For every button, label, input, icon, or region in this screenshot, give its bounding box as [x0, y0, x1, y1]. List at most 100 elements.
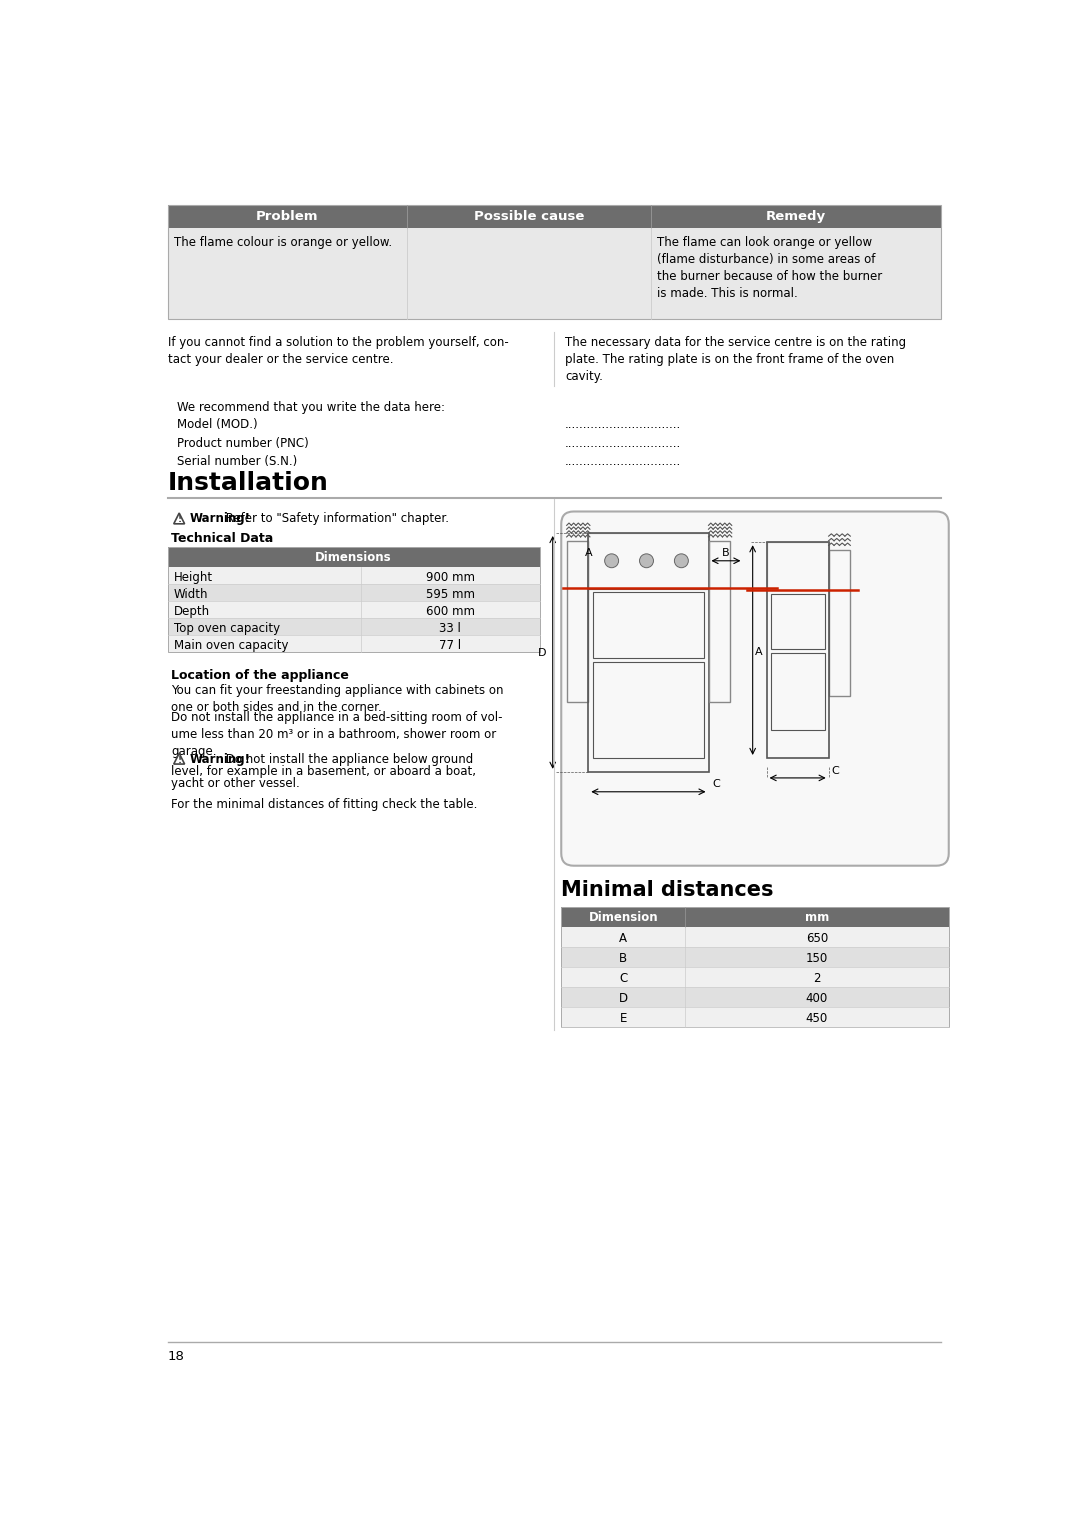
Bar — [770, 593, 825, 650]
Text: 450: 450 — [806, 1012, 828, 1024]
Text: B: B — [619, 953, 627, 965]
Text: B: B — [723, 549, 730, 558]
Text: The flame can look orange or yellow
(flame disturbance) in some areas of
the bur: The flame can look orange or yellow (fla… — [657, 235, 882, 300]
Text: Installation: Installation — [167, 471, 328, 495]
Bar — [167, 618, 540, 635]
Bar — [167, 584, 540, 601]
Text: Remedy: Remedy — [766, 211, 826, 223]
Text: Minimal distances: Minimal distances — [562, 879, 773, 899]
Text: !: ! — [177, 515, 181, 524]
Bar — [167, 567, 540, 584]
Text: Problem: Problem — [256, 211, 319, 223]
Text: We recommend that you write the data here:: We recommend that you write the data her… — [177, 402, 445, 414]
Bar — [770, 593, 825, 650]
Bar — [767, 543, 828, 590]
Text: A: A — [584, 549, 592, 558]
Text: 77 l: 77 l — [440, 639, 461, 651]
Text: Main oven capacity: Main oven capacity — [174, 639, 288, 651]
Text: ...............................: ............................... — [565, 456, 681, 468]
Text: 650: 650 — [806, 931, 828, 945]
Text: C: C — [713, 780, 720, 789]
Text: 600 mm: 600 mm — [426, 604, 475, 618]
Text: C: C — [832, 766, 839, 775]
Bar — [562, 1006, 948, 1026]
Bar — [167, 547, 540, 567]
Text: Depth: Depth — [174, 604, 210, 618]
Bar — [828, 550, 850, 696]
Text: Location of the appliance: Location of the appliance — [172, 668, 349, 682]
Text: For the minimal distances of fitting check the table.: For the minimal distances of fitting che… — [172, 798, 477, 810]
Text: Width: Width — [174, 587, 208, 601]
Text: The flame colour is orange or yellow.: The flame colour is orange or yellow. — [174, 235, 392, 249]
Text: !: ! — [177, 755, 181, 764]
Bar — [767, 543, 828, 758]
Bar — [589, 534, 708, 589]
Bar — [167, 228, 941, 320]
Circle shape — [605, 553, 619, 567]
Text: E: E — [620, 1012, 626, 1024]
Text: Technical Data: Technical Data — [172, 532, 273, 544]
Bar — [593, 662, 704, 758]
Bar — [167, 547, 540, 651]
Text: You can fit your freestanding appliance with cabinets on
one or both sides and i: You can fit your freestanding appliance … — [172, 683, 504, 714]
Text: Warning!: Warning! — [189, 752, 251, 766]
Bar — [589, 534, 708, 772]
Text: A: A — [619, 931, 627, 945]
Bar — [708, 541, 730, 702]
Bar — [167, 205, 941, 320]
Text: 33 l: 33 l — [440, 622, 461, 635]
Text: Product number (PNC): Product number (PNC) — [177, 437, 309, 450]
Text: 150: 150 — [806, 953, 828, 965]
Bar — [589, 534, 708, 589]
Text: Refer to "Safety information" chapter.: Refer to "Safety information" chapter. — [221, 512, 449, 526]
Text: mm: mm — [805, 911, 829, 924]
Bar — [770, 653, 825, 731]
Bar — [562, 907, 948, 1026]
Bar — [567, 541, 589, 702]
Text: yacht or other vessel.: yacht or other vessel. — [172, 777, 300, 790]
Bar — [589, 534, 708, 772]
Bar — [593, 592, 704, 657]
Text: ...............................: ............................... — [565, 437, 681, 450]
Text: D: D — [619, 992, 627, 1005]
Text: level, for example in a basement, or aboard a boat,: level, for example in a basement, or abo… — [172, 764, 476, 778]
Bar — [770, 653, 825, 731]
Text: If you cannot find a solution to the problem yourself, con-
tact your dealer or : If you cannot find a solution to the pro… — [167, 336, 509, 365]
Bar — [167, 205, 941, 228]
Text: C: C — [619, 972, 627, 985]
Circle shape — [639, 553, 653, 567]
Text: Top oven capacity: Top oven capacity — [174, 622, 280, 635]
Text: D: D — [538, 648, 546, 657]
Text: A: A — [755, 647, 762, 657]
Bar — [167, 635, 540, 651]
Bar — [562, 986, 948, 1006]
Text: Dimension: Dimension — [589, 911, 658, 924]
Text: 900 mm: 900 mm — [426, 570, 475, 584]
Bar — [828, 550, 850, 696]
Circle shape — [674, 553, 688, 567]
Bar — [167, 601, 540, 618]
Bar — [708, 541, 730, 702]
Bar — [596, 772, 701, 781]
Bar — [767, 543, 828, 590]
Text: 400: 400 — [806, 992, 828, 1005]
Text: Do not install the appliance in a bed-sitting room of vol-
ume less than 20 m³ o: Do not install the appliance in a bed-si… — [172, 711, 503, 758]
Bar — [593, 662, 704, 758]
Bar — [773, 758, 823, 768]
Bar — [562, 966, 948, 986]
Text: Warning!: Warning! — [189, 512, 251, 526]
Bar — [593, 592, 704, 657]
Text: Dimensions: Dimensions — [315, 550, 392, 564]
Bar — [562, 927, 948, 946]
Bar — [562, 946, 948, 966]
Bar — [567, 541, 589, 702]
Text: ...............................: ............................... — [565, 419, 681, 431]
Text: 18: 18 — [167, 1350, 185, 1362]
Text: Possible cause: Possible cause — [474, 211, 584, 223]
Bar — [767, 543, 828, 758]
Text: Model (MOD.): Model (MOD.) — [177, 419, 257, 431]
Text: The necessary data for the service centre is on the rating
plate. The rating pla: The necessary data for the service centr… — [565, 336, 906, 382]
Text: Height: Height — [174, 570, 213, 584]
Text: Do not install the appliance below ground: Do not install the appliance below groun… — [221, 752, 473, 766]
FancyBboxPatch shape — [562, 512, 948, 865]
